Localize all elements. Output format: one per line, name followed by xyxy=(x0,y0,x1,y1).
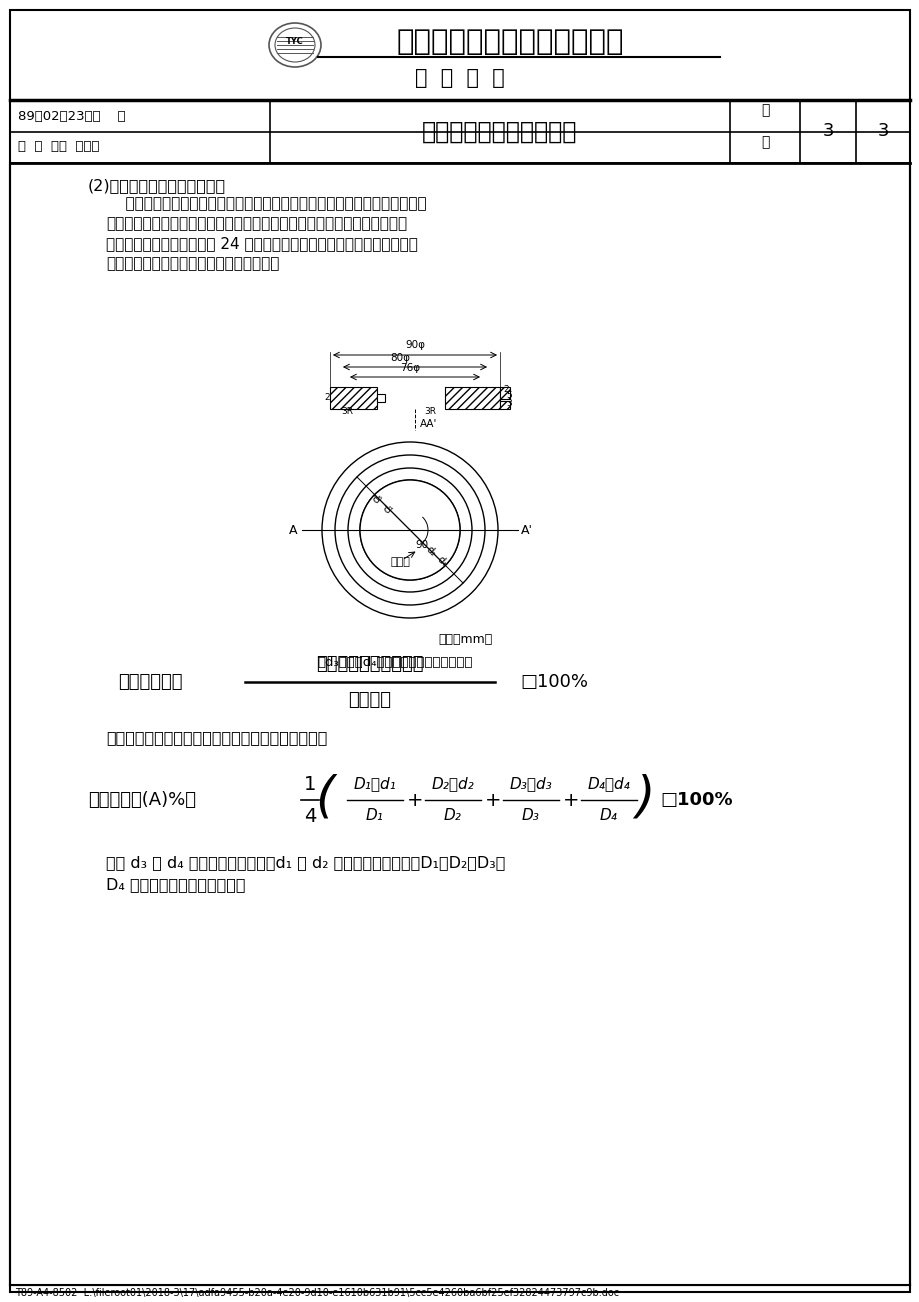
Text: D₁: D₁ xyxy=(366,809,383,823)
Text: 單位（mm）: 單位（mm） xyxy=(438,633,493,646)
Text: +: + xyxy=(484,790,501,810)
Text: 数: 数 xyxy=(760,135,768,148)
Text: 90: 90 xyxy=(415,540,428,549)
Text: 測定線: 測定線 xyxy=(390,557,410,566)
Text: 利用成型收縮率試驗時，其成型收縮率之算法如下：: 利用成型收縮率試驗時，其成型收縮率之算法如下： xyxy=(106,730,327,745)
Text: 理，以便較精確的計算出成型品的收縮率。: 理，以便較精確的計算出成型品的收縮率。 xyxy=(106,256,279,271)
Text: 時後測量其成型收縮率（或 24 小時後測量其收縮率）。再者以相當的後處: 時後測量其成型收縮率（或 24 小時後測量其收縮率）。再者以相當的後處 xyxy=(106,236,417,251)
Text: 2: 2 xyxy=(323,393,329,402)
Text: 76φ: 76φ xyxy=(400,363,420,372)
Text: 成型收縮率的估算，可由前述的成型收縮之主效果為之，也可制成如下圖所: 成型收縮率的估算，可由前述的成型收縮之主效果為之，也可制成如下圖所 xyxy=(106,197,426,211)
Text: (2)附件二：成型收縮率的測定: (2)附件二：成型收縮率的測定 xyxy=(88,178,226,193)
Text: 示之成型收縮率試驗用模具。根據已定的成型條件，首先制出成型品，數小: 示之成型收縮率試驗用模具。根據已定的成型條件，首先制出成型品，數小 xyxy=(106,216,407,230)
Text: 3: 3 xyxy=(877,122,888,141)
Text: 堤維西交通工業股份有限公司: 堤維西交通工業股份有限公司 xyxy=(396,29,623,56)
Text: D₂: D₂ xyxy=(444,809,461,823)
Text: 其中 d₃ 及 d₄ 為下部成型品尺寸，d₁ 及 d₂ 為上部成型品尺寸。D₁、D₂、D₃、: 其中 d₃ 及 d₄ 為下部成型品尺寸，d₁ 及 d₂ 為上部成型品尺寸。D₁、… xyxy=(106,855,505,870)
Text: 3R: 3R xyxy=(424,408,436,417)
Text: 3: 3 xyxy=(822,122,833,141)
Text: 模具尺寸－成型品尺寸: 模具尺寸－成型品尺寸 xyxy=(316,655,424,673)
Bar xyxy=(499,387,509,398)
Text: +: + xyxy=(406,790,423,810)
Text: 成型收縮率＝: 成型收縮率＝ xyxy=(118,673,182,691)
Text: 模具尺寸: 模具尺寸 xyxy=(348,691,391,710)
Text: A': A' xyxy=(520,523,532,536)
Text: 89年02月23日発    布: 89年02月23日発 布 xyxy=(18,109,126,122)
Text: D₄: D₄ xyxy=(599,809,618,823)
Text: D₃－d₃: D₃－d₃ xyxy=(509,776,551,792)
Text: AA': AA' xyxy=(420,419,437,428)
Text: 年  月  日第  次修改: 年 月 日第 次修改 xyxy=(18,141,99,154)
Text: d₂: d₂ xyxy=(424,544,437,559)
Text: 80φ: 80φ xyxy=(390,353,410,363)
Bar xyxy=(499,401,509,409)
Text: ): ) xyxy=(634,773,654,822)
Text: (: ( xyxy=(315,773,335,822)
Text: T89-A4-8502  L:\fileroot01\2018-3\17\adfa9455-b20a-4e20-9d10-e1610b631b91\5cc5e4: T89-A4-8502 L:\fileroot01\2018-3\17\adfa… xyxy=(15,1288,618,1298)
Text: □100%: □100% xyxy=(519,673,587,691)
Text: 3R: 3R xyxy=(341,408,353,417)
Text: 成型收縮率(A)%＝: 成型收縮率(A)%＝ xyxy=(88,792,196,809)
Circle shape xyxy=(359,480,460,579)
Text: 2: 2 xyxy=(503,385,508,395)
Text: D₁－d₁: D₁－d₁ xyxy=(353,776,396,792)
Bar xyxy=(377,395,384,402)
Text: □100%: □100% xyxy=(659,792,732,809)
Text: D₃: D₃ xyxy=(521,809,539,823)
Text: 90φ: 90φ xyxy=(404,340,425,350)
Text: 页: 页 xyxy=(760,103,768,117)
Bar xyxy=(330,387,377,409)
Text: 5: 5 xyxy=(505,391,511,400)
Text: （d₃）及（d₄）表示成品下面部份之尺寸: （d₃）及（d₄）表示成品下面部份之尺寸 xyxy=(317,656,472,669)
Text: A: A xyxy=(289,523,297,536)
Text: d₁: d₁ xyxy=(381,501,395,516)
Text: d₃: d₃ xyxy=(370,491,385,505)
Text: TYC: TYC xyxy=(286,36,303,46)
Text: D₂－d₂: D₂－d₂ xyxy=(431,776,474,792)
Text: d₄: d₄ xyxy=(435,555,448,569)
Text: 4: 4 xyxy=(303,806,316,825)
Bar xyxy=(445,387,499,409)
Text: 成型材料縮水率基準資料: 成型材料縮水率基準資料 xyxy=(422,120,577,143)
Text: 1: 1 xyxy=(303,775,316,793)
Text: 技  術  手  冊: 技 術 手 冊 xyxy=(414,68,505,89)
Text: 3: 3 xyxy=(505,398,511,408)
Text: D₄ 為模具之相對位置之尺寸。: D₄ 為模具之相對位置之尺寸。 xyxy=(106,878,245,892)
Text: +: + xyxy=(562,790,579,810)
Text: D₄－d₄: D₄－d₄ xyxy=(587,776,630,792)
